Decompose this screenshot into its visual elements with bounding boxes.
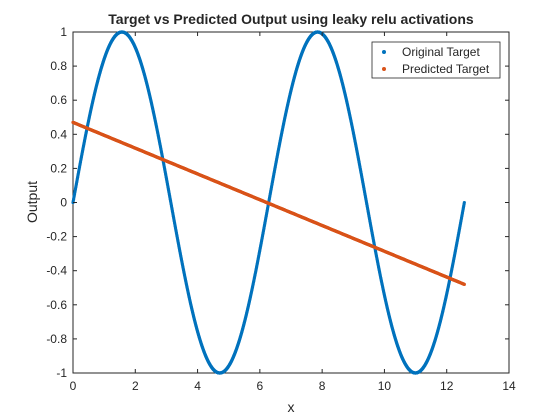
x-tick-label: 10	[378, 379, 392, 393]
legend-label-original: Original Target	[402, 45, 480, 59]
x-tick-label: 2	[132, 379, 139, 393]
ticks-layer: 0 2 4 6 8 10 12 14 -1 -0.8 -0.6 -0.4 -0.2 0 0.2 0.4 0.6 0…	[46, 25, 516, 393]
y-tick-label: 0	[60, 196, 67, 210]
y-tick-label: 0.8	[50, 59, 67, 73]
x-axis-label: x	[288, 399, 295, 415]
y-tick-label: 0.6	[50, 93, 67, 107]
plot-area	[72, 31, 510, 374]
legend: Original Target Predicted Target	[371, 41, 501, 79]
legend-box	[371, 41, 501, 79]
x-tick-label: 4	[194, 379, 201, 393]
chart-title: Target vs Predicted Output using leaky r…	[108, 11, 474, 27]
y-axis-label: Output	[24, 181, 40, 223]
x-tick-label: 8	[319, 379, 326, 393]
y-tick-label: 0.2	[50, 161, 67, 175]
y-tick-label: -1	[56, 366, 67, 380]
y-tick-label: 0.4	[50, 127, 67, 141]
y-tick-label: -0.8	[46, 332, 67, 346]
predicted-target-point	[462, 282, 466, 286]
x-tick-label: 12	[440, 379, 454, 393]
x-tick-label: 14	[502, 379, 516, 393]
x-tick-label: 0	[70, 379, 77, 393]
y-tick-label: 1	[60, 25, 67, 39]
x-tick-label: 6	[257, 379, 264, 393]
y-tick-label: -0.4	[46, 264, 67, 278]
series-layer	[71, 30, 466, 375]
legend-marker-original	[382, 50, 386, 54]
y-tick-label: -0.2	[46, 230, 67, 244]
y-tick-label: -0.6	[46, 298, 67, 312]
legend-marker-predicted	[382, 67, 386, 71]
original-target-point	[462, 200, 466, 205]
legend-label-predicted: Predicted Target	[402, 62, 490, 76]
